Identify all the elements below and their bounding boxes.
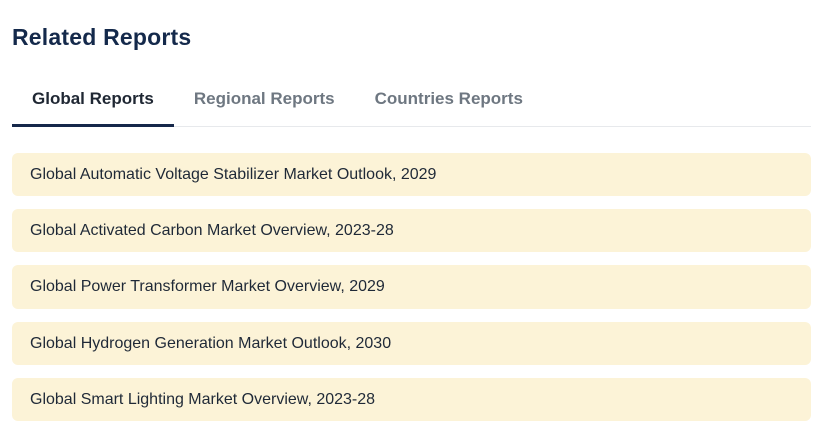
page-title: Related Reports	[12, 24, 192, 50]
list-item[interactable]: Global Smart Lighting Market Overview, 2…	[12, 377, 811, 421]
list-item[interactable]: Global Automatic Voltage Stabilizer Mark…	[12, 153, 811, 197]
list-item[interactable]: Global Hydrogen Generation Market Outloo…	[12, 321, 811, 365]
tab-global-reports[interactable]: Global Reports	[12, 77, 174, 127]
report-list: Global Automatic Voltage Stabilizer Mark…	[12, 153, 811, 421]
tab-bar: Global Reports Regional Reports Countrie…	[12, 77, 811, 127]
list-item[interactable]: Global Power Transformer Market Overview…	[12, 265, 811, 309]
tab-regional-reports[interactable]: Regional Reports	[193, 89, 335, 108]
list-item[interactable]: Global Activated Carbon Market Overview,…	[12, 209, 811, 253]
tab-countries-reports[interactable]: Countries Reports	[374, 89, 523, 108]
